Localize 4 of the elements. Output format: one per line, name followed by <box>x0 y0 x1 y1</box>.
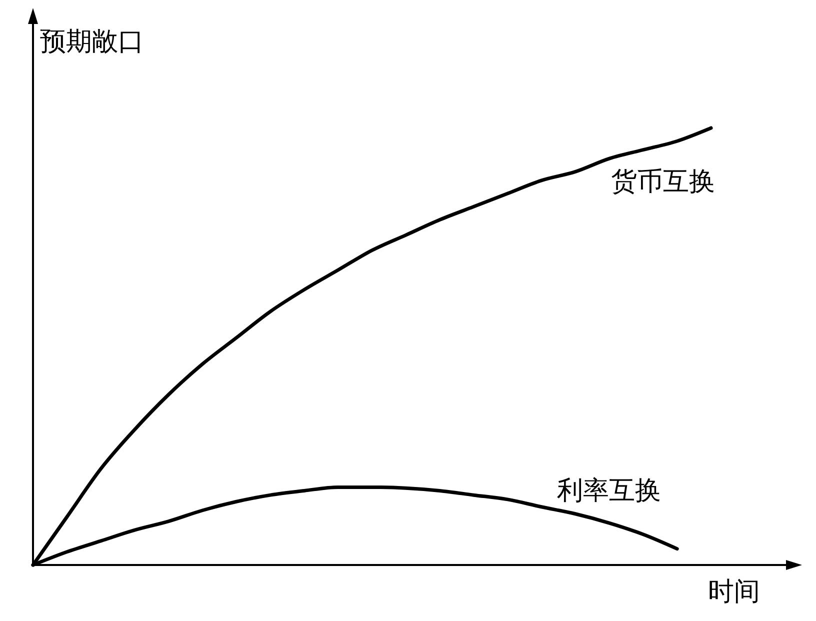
series-label: 货币互换 <box>611 167 715 197</box>
y-axis-title: 预期敞口 <box>40 27 144 57</box>
series-label: 利率互换 <box>557 476 662 506</box>
x-axis-title: 时间 <box>708 577 760 607</box>
